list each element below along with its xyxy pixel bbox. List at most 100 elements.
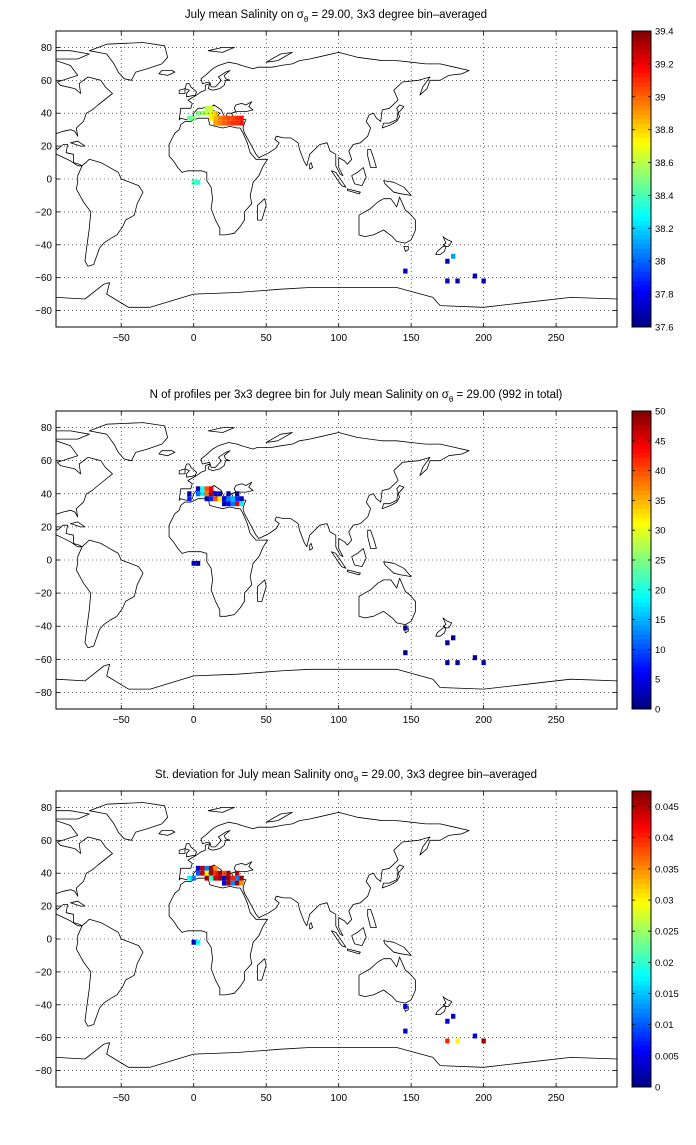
colorbar-segment bbox=[632, 49, 651, 55]
colorbar-segment bbox=[632, 1045, 651, 1051]
data-bin bbox=[208, 105, 214, 111]
colorbar-segment bbox=[632, 925, 651, 931]
x-tick-label: 250 bbox=[548, 333, 565, 344]
data-bin bbox=[217, 115, 222, 121]
data-bin bbox=[195, 560, 201, 566]
coastline bbox=[347, 948, 361, 955]
colorbar-segment bbox=[632, 137, 651, 143]
data-bin bbox=[217, 496, 222, 502]
coastline bbox=[184, 463, 197, 478]
colorbar-segment bbox=[632, 257, 651, 263]
colorbar-segment bbox=[632, 629, 651, 635]
colorbar-segment bbox=[632, 536, 651, 542]
colorbar-segment bbox=[632, 620, 651, 626]
data-bin bbox=[204, 875, 209, 881]
colorbar-segment bbox=[632, 704, 651, 710]
colorbar-segment bbox=[632, 832, 651, 838]
coastline bbox=[435, 1006, 447, 1015]
data-bin bbox=[204, 491, 209, 497]
sigma-symbol: σ bbox=[297, 9, 304, 21]
data-bin bbox=[239, 501, 244, 507]
x-tick-label: 200 bbox=[475, 333, 492, 344]
data-bin bbox=[445, 660, 450, 666]
colorbar-segment bbox=[632, 513, 651, 519]
colorbar-segment bbox=[632, 976, 651, 982]
colorbar-segment bbox=[632, 814, 651, 820]
data-bins bbox=[187, 105, 486, 284]
colorbar-segment bbox=[632, 699, 651, 705]
colorbar-segment bbox=[632, 485, 651, 491]
y-tick-label: 80 bbox=[41, 43, 53, 54]
colorbar-segment bbox=[632, 878, 651, 884]
colorbar-segment bbox=[632, 564, 651, 570]
x-tick-label: 200 bbox=[475, 1093, 492, 1104]
colorbar-tick-label: 38 bbox=[655, 257, 666, 268]
y-tick-label: 0 bbox=[46, 556, 52, 567]
data-bin bbox=[455, 1038, 460, 1044]
data-bin bbox=[235, 491, 240, 497]
colorbar-segment bbox=[632, 471, 651, 477]
coastline bbox=[88, 802, 168, 841]
data-bin bbox=[208, 491, 214, 497]
data-bin bbox=[226, 120, 231, 126]
data-bin bbox=[226, 496, 231, 502]
data-bin bbox=[403, 1003, 408, 1009]
coastline bbox=[309, 922, 313, 930]
data-bin bbox=[200, 865, 205, 871]
colorbar-segment bbox=[632, 77, 651, 83]
data-bin bbox=[208, 115, 214, 121]
data-bin bbox=[195, 110, 201, 116]
data-bin bbox=[445, 640, 450, 646]
plot-frame bbox=[55, 30, 618, 328]
data-bin bbox=[455, 660, 460, 666]
coastline bbox=[381, 864, 405, 889]
x-tick-labels: −50 0 50 100 150 200 250 bbox=[113, 333, 565, 344]
colorbar-segment bbox=[632, 606, 651, 612]
colorbar-segment bbox=[632, 424, 651, 431]
colorbar-segment bbox=[632, 639, 651, 645]
colorbar-segment bbox=[632, 239, 651, 245]
data-bin bbox=[191, 939, 196, 945]
data-bins bbox=[187, 486, 486, 666]
colorbar-segment bbox=[632, 601, 651, 607]
colorbar-segment bbox=[632, 229, 651, 235]
data-bin bbox=[200, 870, 205, 876]
colorbar-segment bbox=[632, 518, 651, 524]
coastline bbox=[309, 543, 313, 551]
y-tick-label: 40 bbox=[41, 869, 53, 880]
colorbar-segment bbox=[632, 466, 651, 472]
colorbar-segment bbox=[632, 653, 651, 659]
x-tick-label: 100 bbox=[330, 1093, 347, 1104]
colorbar-segment bbox=[632, 285, 651, 291]
colorbar-segment bbox=[632, 58, 651, 64]
colorbar-segment bbox=[632, 31, 651, 37]
colorbar-segment bbox=[632, 883, 651, 889]
coastline bbox=[403, 246, 409, 252]
sigma-symbol: σ bbox=[442, 389, 449, 401]
map-area bbox=[56, 422, 617, 709]
data-bin bbox=[200, 110, 205, 116]
colorbar-tick-label: 38.8 bbox=[655, 125, 674, 136]
colorbar-segment bbox=[632, 685, 651, 691]
data-bin bbox=[217, 870, 222, 876]
panel-profile-count: N of profiles per 3x3 degree bin for Jul… bbox=[35, 389, 666, 726]
coastline bbox=[158, 70, 176, 76]
colorbar-segment bbox=[632, 1017, 651, 1023]
colorbar-segment bbox=[632, 874, 651, 880]
coastline bbox=[442, 236, 453, 247]
y-tick-label: 0 bbox=[46, 935, 52, 946]
colorbar-tick-label: 38.6 bbox=[655, 158, 674, 169]
colorbar-tick-label: 37.8 bbox=[655, 290, 674, 301]
colorbar-segment bbox=[632, 892, 651, 898]
data-bin bbox=[472, 273, 478, 279]
colorbar-segment bbox=[632, 851, 651, 857]
colorbar-segment bbox=[632, 1063, 651, 1069]
coastline bbox=[168, 498, 268, 617]
colorbar-segment bbox=[632, 280, 651, 286]
coastline bbox=[351, 167, 367, 186]
coastline bbox=[367, 529, 377, 549]
colorbar-segment bbox=[632, 1077, 651, 1083]
coastlines bbox=[56, 802, 617, 1087]
coastline bbox=[56, 282, 617, 327]
